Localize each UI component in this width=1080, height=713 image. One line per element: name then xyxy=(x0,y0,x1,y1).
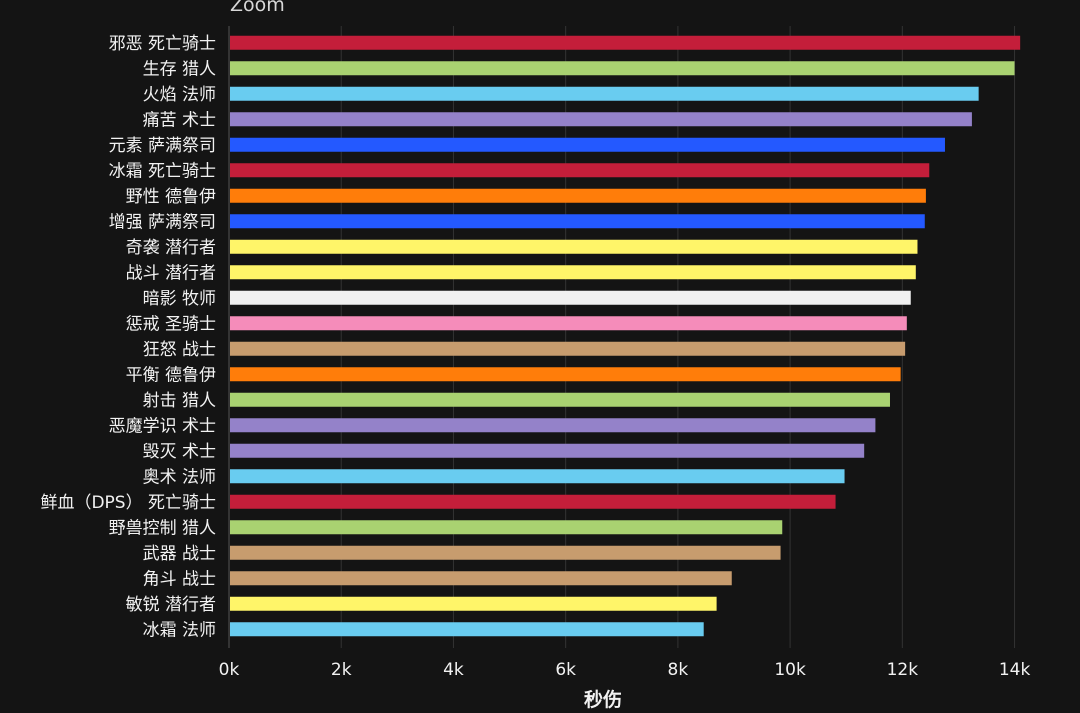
category-label: 元素 萨满祭司 xyxy=(109,136,216,156)
x-tick-label: 8k xyxy=(668,660,689,680)
category-label: 奇袭 潜行者 xyxy=(126,238,216,258)
category-label: 狂怒 战士 xyxy=(143,340,216,360)
x-tick-label: 4k xyxy=(443,660,464,680)
bar[interactable] xyxy=(230,137,945,152)
bar[interactable] xyxy=(230,163,930,178)
bar[interactable] xyxy=(230,392,890,407)
bar[interactable] xyxy=(230,469,845,484)
bar[interactable] xyxy=(230,316,907,331)
category-label: 鲜血（DPS） 死亡骑士 xyxy=(40,493,216,513)
category-label: 平衡 德鲁伊 xyxy=(126,365,216,385)
category-label: 冰霜 法师 xyxy=(143,620,216,640)
bar[interactable] xyxy=(230,35,1021,50)
category-label: 恶魔学识 术士 xyxy=(109,416,216,436)
bar[interactable] xyxy=(230,418,876,433)
bar[interactable] xyxy=(230,571,732,586)
x-tick-labels: 0k 2k 4k 6k 8k 10k 12k 14k xyxy=(219,660,1031,680)
x-tick-label: 2k xyxy=(331,660,352,680)
bar[interactable] xyxy=(230,520,783,535)
category-label: 增强 萨满祭司 xyxy=(109,212,216,232)
bar[interactable] xyxy=(230,239,918,254)
bar[interactable] xyxy=(230,443,865,458)
category-label: 武器 战士 xyxy=(143,544,216,564)
zoom-label[interactable]: Zoom xyxy=(230,0,285,16)
x-gridlines xyxy=(340,26,1016,648)
category-label: 野性 德鲁伊 xyxy=(126,187,216,207)
bar[interactable] xyxy=(230,494,836,509)
category-label: 暗影 牧师 xyxy=(143,289,216,309)
x-tick-label: 0k xyxy=(219,660,240,680)
category-label: 敏锐 潜行者 xyxy=(126,595,216,615)
bar[interactable] xyxy=(230,265,916,280)
bar[interactable] xyxy=(230,290,911,305)
bar[interactable] xyxy=(230,545,781,560)
bar[interactable] xyxy=(230,596,717,611)
bar[interactable] xyxy=(230,341,906,356)
bars xyxy=(230,35,1021,637)
bar[interactable] xyxy=(230,214,925,229)
category-label: 角斗 战士 xyxy=(143,569,216,589)
bar[interactable] xyxy=(230,112,972,127)
bar[interactable] xyxy=(230,86,979,101)
category-label: 痛苦 术士 xyxy=(143,110,216,130)
category-label: 邪恶 死亡骑士 xyxy=(109,34,216,54)
x-axis-title: 秒伤 xyxy=(584,688,622,711)
category-label: 惩戒 圣骑士 xyxy=(126,314,216,334)
bar[interactable] xyxy=(230,61,1015,76)
category-label: 生存 猎人 xyxy=(143,59,216,79)
category-label: 火焰 法师 xyxy=(143,85,216,105)
category-label: 冰霜 死亡骑士 xyxy=(109,161,216,181)
x-tick-label: 14k xyxy=(999,660,1031,680)
x-tick-label: 12k xyxy=(887,660,919,680)
category-label: 奥术 法师 xyxy=(143,467,216,487)
x-tick-label: 6k xyxy=(555,660,576,680)
category-label: 战斗 潜行者 xyxy=(126,263,216,283)
category-label: 野兽控制 猎人 xyxy=(109,518,216,538)
category-label: 射击 猎人 xyxy=(143,391,216,411)
category-label: 毁灭 术士 xyxy=(143,442,216,462)
bar[interactable] xyxy=(230,188,926,203)
bar[interactable] xyxy=(230,367,901,382)
x-tick-label: 10k xyxy=(774,660,806,680)
bar[interactable] xyxy=(230,622,704,637)
